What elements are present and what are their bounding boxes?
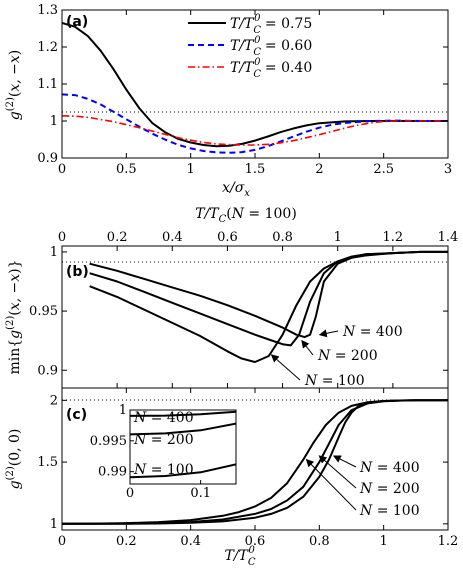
inset-series-2: [130, 463, 236, 479]
inset-series-1: [130, 422, 236, 436]
x-tick-label: 0.6: [245, 534, 266, 549]
panel-b-arrow-2: [270, 354, 301, 381]
panel-c-label: (c): [66, 407, 87, 423]
panel-a-series-0: [62, 22, 448, 148]
x-top-tick-label: 1.4: [438, 230, 459, 245]
panel-b-label: (b): [66, 264, 89, 280]
panel-a-series-2: [62, 115, 448, 146]
panel-a: 0 0.5 1 1.5 2 2.5 3 0.9 1 1.1 1.2 1.3 (a) T/TC0 = 0…: [5, 3, 452, 199]
inset-y-tick-label: 0.995: [90, 434, 127, 449]
panel-b-annotation-1: N = 200: [317, 348, 378, 364]
panel-a-xlabel: x/σx: [222, 180, 250, 199]
panel-c-annotation-2: N = 100: [359, 503, 420, 519]
panel-a-series-1: [62, 93, 448, 154]
x-tick-label: 0: [58, 162, 66, 177]
x-top-tick-label: 0.8: [272, 230, 293, 245]
inset-series-label-2: N = 100: [133, 462, 194, 478]
y-tick-label: 1: [50, 245, 58, 260]
x-top-tick-label: 1: [334, 230, 342, 245]
panel-c-arrow-0: [332, 455, 357, 468]
panel-c-annotation-1: N = 200: [359, 481, 420, 497]
x-tick-label: 2.5: [373, 162, 394, 177]
legend-label-075: T/TC0 = 0.75: [230, 13, 312, 36]
inset-series-label-0: N = 400: [133, 410, 194, 426]
x-tick-label: 0.2: [116, 534, 137, 549]
panel-b-arrow-1: [301, 339, 314, 356]
panel-c-arrow-1: [318, 455, 357, 489]
x-tick-label: 1: [187, 162, 195, 177]
panel-b: 0 0.2 0.4 0.6 0.8 1 1.2 1.4 0.9 0.95 1 (b) T/TC(N …: [5, 206, 458, 389]
panel-c-ylabel: g(2)(0, 0): [5, 429, 23, 490]
x-top-tick-label: 1.2: [383, 230, 404, 245]
x-tick-label: 1: [380, 534, 388, 549]
panel-b-annotation-2: N = 100: [304, 373, 365, 389]
y-tick-label: 1.5: [37, 455, 58, 470]
panel-b-frame: [61, 245, 449, 389]
panel-c-series-2: [62, 399, 448, 525]
y-tick-label: 1.3: [37, 3, 58, 18]
panel-c-arrow-2: [305, 458, 357, 511]
y-tick-label: 1.1: [37, 77, 58, 92]
panel-b-series-1: [89, 250, 448, 347]
panel-b-ylabel: min{g(2)(x, −x)}: [5, 259, 23, 374]
x-tick-label: 0.4: [180, 534, 201, 549]
inset-x-tick-label: 0: [126, 486, 134, 501]
y-tick-label: 0.9: [37, 363, 58, 378]
x-tick-label: 0: [58, 534, 66, 549]
panel-b-arrow-0: [318, 329, 339, 338]
x-top-tick-label: 0.4: [162, 230, 183, 245]
y-tick-label: 1: [50, 114, 58, 129]
x-tick-label: 0.5: [116, 162, 137, 177]
y-tick-label: 0.9: [37, 151, 58, 166]
legend-label-060: T/TC0 = 0.60: [230, 35, 312, 58]
x-tick-label: 1.2: [438, 534, 459, 549]
panel-c-xlabel: T/TC0: [224, 545, 255, 568]
inset-series-0: [130, 410, 236, 417]
inset-background: [130, 410, 236, 484]
y-tick-label: 0.95: [29, 304, 58, 319]
x-top-tick-label: 0: [58, 230, 66, 245]
panel-a-legend: T/TC0 = 0.75 T/TC0 = 0.60 T/TC0 = 0.40: [188, 13, 312, 80]
x-top-tick-label: 0.6: [217, 230, 238, 245]
x-tick-label: 0.8: [309, 534, 330, 549]
panel-a-label: (a): [66, 14, 88, 30]
panel-c-annotation-0: N = 400: [359, 460, 420, 476]
x-tick-label: 2: [315, 162, 323, 177]
panel-b-series-2: [89, 250, 448, 363]
inset-x-tick-label: 0.1: [190, 486, 211, 501]
inset-y-tick-label: 1: [119, 403, 127, 418]
panel-a-ylabel: g(2)(x, −x): [5, 50, 23, 121]
y-tick-label: 1.2: [37, 40, 58, 55]
panel-b-top-xlabel: T/TC(N = 100): [195, 206, 297, 225]
x-tick-label: 1.5: [245, 162, 266, 177]
panel-c: 0 0.2 0.4 0.6 0.8 1 1.2 1 1.5 2 (c) T/TC0 g(2)(0,…: [5, 387, 459, 568]
x-top-tick-label: 0.2: [107, 230, 128, 245]
inset-series-label-1: N = 200: [133, 432, 194, 448]
panel-c-inset: 0 0.1 0.99 0.995 1 N = 400 N = 200 N = 100: [90, 403, 237, 501]
inset-frame: [129, 409, 237, 485]
legend-label-040: T/TC0 = 0.40: [230, 57, 312, 80]
panel-b-annotation-0: N = 400: [342, 324, 403, 340]
y-tick-label: 2: [50, 393, 58, 408]
y-tick-label: 1: [50, 517, 58, 532]
inset-y-tick-label: 0.99: [98, 465, 127, 480]
x-tick-label: 3: [444, 162, 452, 177]
